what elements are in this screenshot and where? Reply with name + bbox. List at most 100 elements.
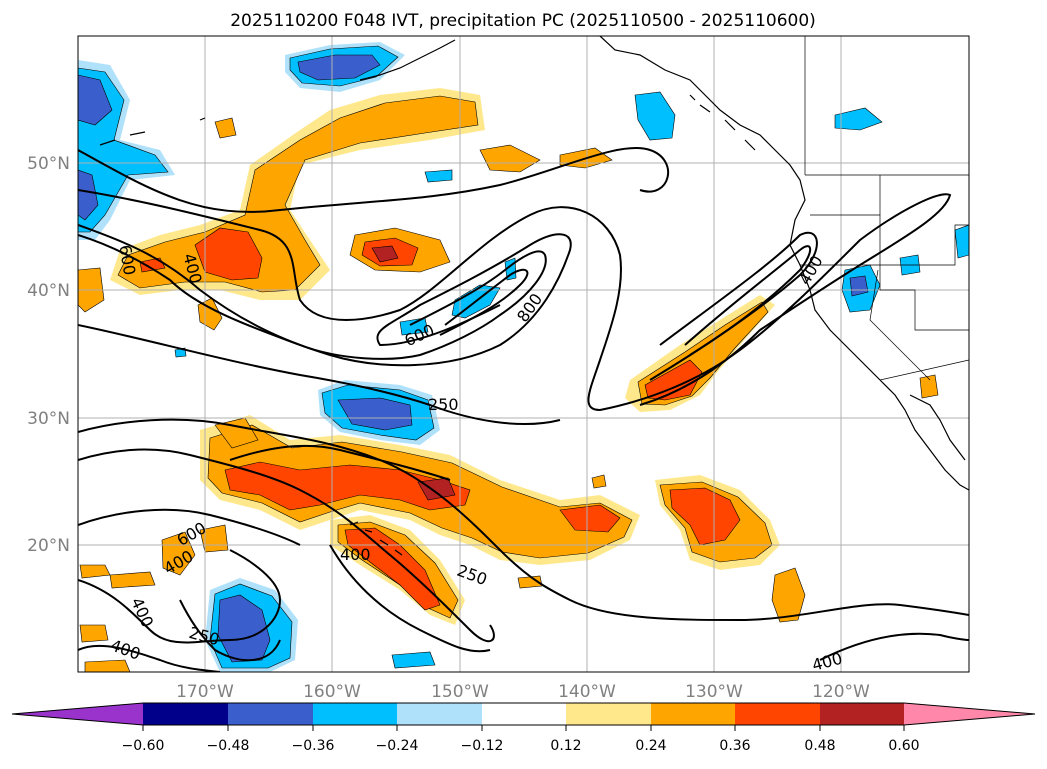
border-state-2 xyxy=(800,224,969,266)
precip-positive-layer xyxy=(78,88,939,672)
precip-neg-center3 xyxy=(399,317,429,336)
colorbar-bin xyxy=(566,703,651,725)
coast-alaska-canada xyxy=(599,36,881,381)
ivt-contour-250-south xyxy=(78,418,969,622)
lon-label: 140°W xyxy=(558,682,616,702)
colorbar-bin xyxy=(397,703,482,725)
colorbar-extend-left xyxy=(12,703,143,725)
coast-kamchatka-small xyxy=(99,117,206,146)
colorbar-tick-label: −0.24 xyxy=(376,738,419,754)
map-frame xyxy=(77,35,970,673)
coast-hawaii xyxy=(349,521,403,556)
latitude-labels: 50°N 40°N 30°N 20°N xyxy=(27,154,70,556)
lat-label: 50°N xyxy=(27,154,70,174)
borders xyxy=(800,36,969,381)
colorbar-tick-label: −0.60 xyxy=(122,738,165,754)
precip-neg-center4 xyxy=(424,169,453,183)
coast-baja xyxy=(879,379,969,491)
contour-label: 250 xyxy=(428,395,459,414)
colorbar-bin xyxy=(651,703,735,725)
map-area: 600 400 800 600 250 400 600 400 400 250 … xyxy=(78,36,969,675)
precip-pos-sw4 xyxy=(79,624,109,643)
coast-mexico-gulf xyxy=(909,394,966,461)
ivt-contour-400-south xyxy=(78,448,495,643)
precip-pos-hawaii-core xyxy=(344,527,441,611)
precip-neg-nw-core xyxy=(78,74,113,126)
ivt-contour-400-coast xyxy=(649,231,818,381)
lon-label: 130°W xyxy=(685,682,743,702)
ivt-contour-600-inner xyxy=(78,234,547,360)
lat-label: 40°N xyxy=(27,281,70,301)
border-us-mexico xyxy=(879,359,969,381)
colorbar-bin xyxy=(482,703,566,725)
border-state-4 xyxy=(869,269,931,381)
ivt-contour-250-lower xyxy=(78,324,561,425)
lon-label: 170°W xyxy=(176,682,234,702)
lon-label: 150°W xyxy=(431,682,489,702)
colorbar-ticks xyxy=(142,725,905,731)
ivt-contour-400-main xyxy=(78,224,572,367)
map-gridlines xyxy=(78,36,969,672)
colorbar-tick-labels: −0.60 −0.48 −0.36 −0.24 −0.12 0.12 0.24 … xyxy=(122,738,920,754)
border-state-3 xyxy=(879,215,969,331)
precip-pos-dot1 xyxy=(517,575,543,589)
ivt-contour-600-south xyxy=(78,508,301,546)
lat-label: 30°N xyxy=(27,409,70,429)
precip-pos-core-2 xyxy=(139,257,166,273)
precip-neg-ut xyxy=(954,224,969,259)
precip-pos-se2 xyxy=(771,567,806,623)
ivt-contour-250-sw2 xyxy=(329,544,491,653)
precip-pos-max-s1 xyxy=(417,477,456,501)
precip-neg-s xyxy=(391,651,436,669)
precip-pos-dot4 xyxy=(214,417,259,449)
precip-pos-band-south-core2 xyxy=(559,504,621,533)
precip-pos-blob-ne xyxy=(479,144,541,173)
colorbar-tick-label: 0.36 xyxy=(719,738,750,754)
lat-label: 20°N xyxy=(27,536,70,556)
ivt-contour-400-sw2 xyxy=(78,644,221,672)
precip-neg-sub-core xyxy=(337,397,413,431)
colorbar-bin xyxy=(313,703,397,725)
colorbar-bin xyxy=(228,703,313,725)
precip-pos-dot2 xyxy=(591,474,607,489)
contour-label: 400 xyxy=(810,649,844,675)
precip-neg-aleut-core xyxy=(297,54,381,81)
colorbar-tick-label: 0.24 xyxy=(635,738,666,754)
coast-islands-ak xyxy=(689,94,756,151)
lon-label: 160°W xyxy=(303,682,361,702)
coast-aleutian xyxy=(359,39,456,81)
precip-neg-gulf xyxy=(634,91,676,141)
contour-label: 400 xyxy=(340,545,371,564)
precip-pos-blob-center-max xyxy=(371,245,399,263)
ivt-contour-400-sw xyxy=(78,549,282,644)
ivt-contours xyxy=(78,147,969,672)
colorbar: −0.60 −0.48 −0.36 −0.24 −0.12 0.12 0.24 … xyxy=(11,702,1036,754)
colorbar-tick-label: −0.36 xyxy=(292,738,335,754)
precip-neg-bc xyxy=(834,107,883,131)
colorbar-extend-right xyxy=(904,703,1035,725)
precip-pos-sw3 xyxy=(109,571,156,589)
colorbar-bin xyxy=(820,703,904,725)
precip-pos-sw1 xyxy=(161,531,196,576)
colorbar-tick-label: −0.48 xyxy=(207,738,250,754)
ivt-contour-400-se xyxy=(819,632,969,661)
colorbar-bin xyxy=(143,703,228,725)
longitude-labels: 170°W 160°W 150°W 140°W 130°W 120°W xyxy=(176,682,870,702)
lon-label: 120°W xyxy=(812,682,870,702)
precip-pos-se-core xyxy=(669,487,741,546)
coastlines xyxy=(99,36,969,556)
precip-neg-nw-core2 xyxy=(78,169,99,221)
colorbar-bin xyxy=(735,703,820,725)
precip-pos-sw5 xyxy=(84,659,131,672)
ivt-contour-250-sw xyxy=(179,599,281,662)
ivt-contour-250-s2 xyxy=(229,444,451,481)
map-title: 2025110200 F048 IVT, precipitation PC (2… xyxy=(230,11,816,31)
colorbar-tick-label: −0.12 xyxy=(461,738,504,754)
precip-pos-dot3 xyxy=(919,374,939,399)
precip-pos-blob-w1 xyxy=(197,297,223,331)
ivt-contour-800 xyxy=(439,268,529,336)
colorbar-tick-label: 0.60 xyxy=(888,738,919,754)
colorbar-tick-label: 0.48 xyxy=(804,738,835,754)
precip-pos-blob-w3 xyxy=(214,117,237,139)
